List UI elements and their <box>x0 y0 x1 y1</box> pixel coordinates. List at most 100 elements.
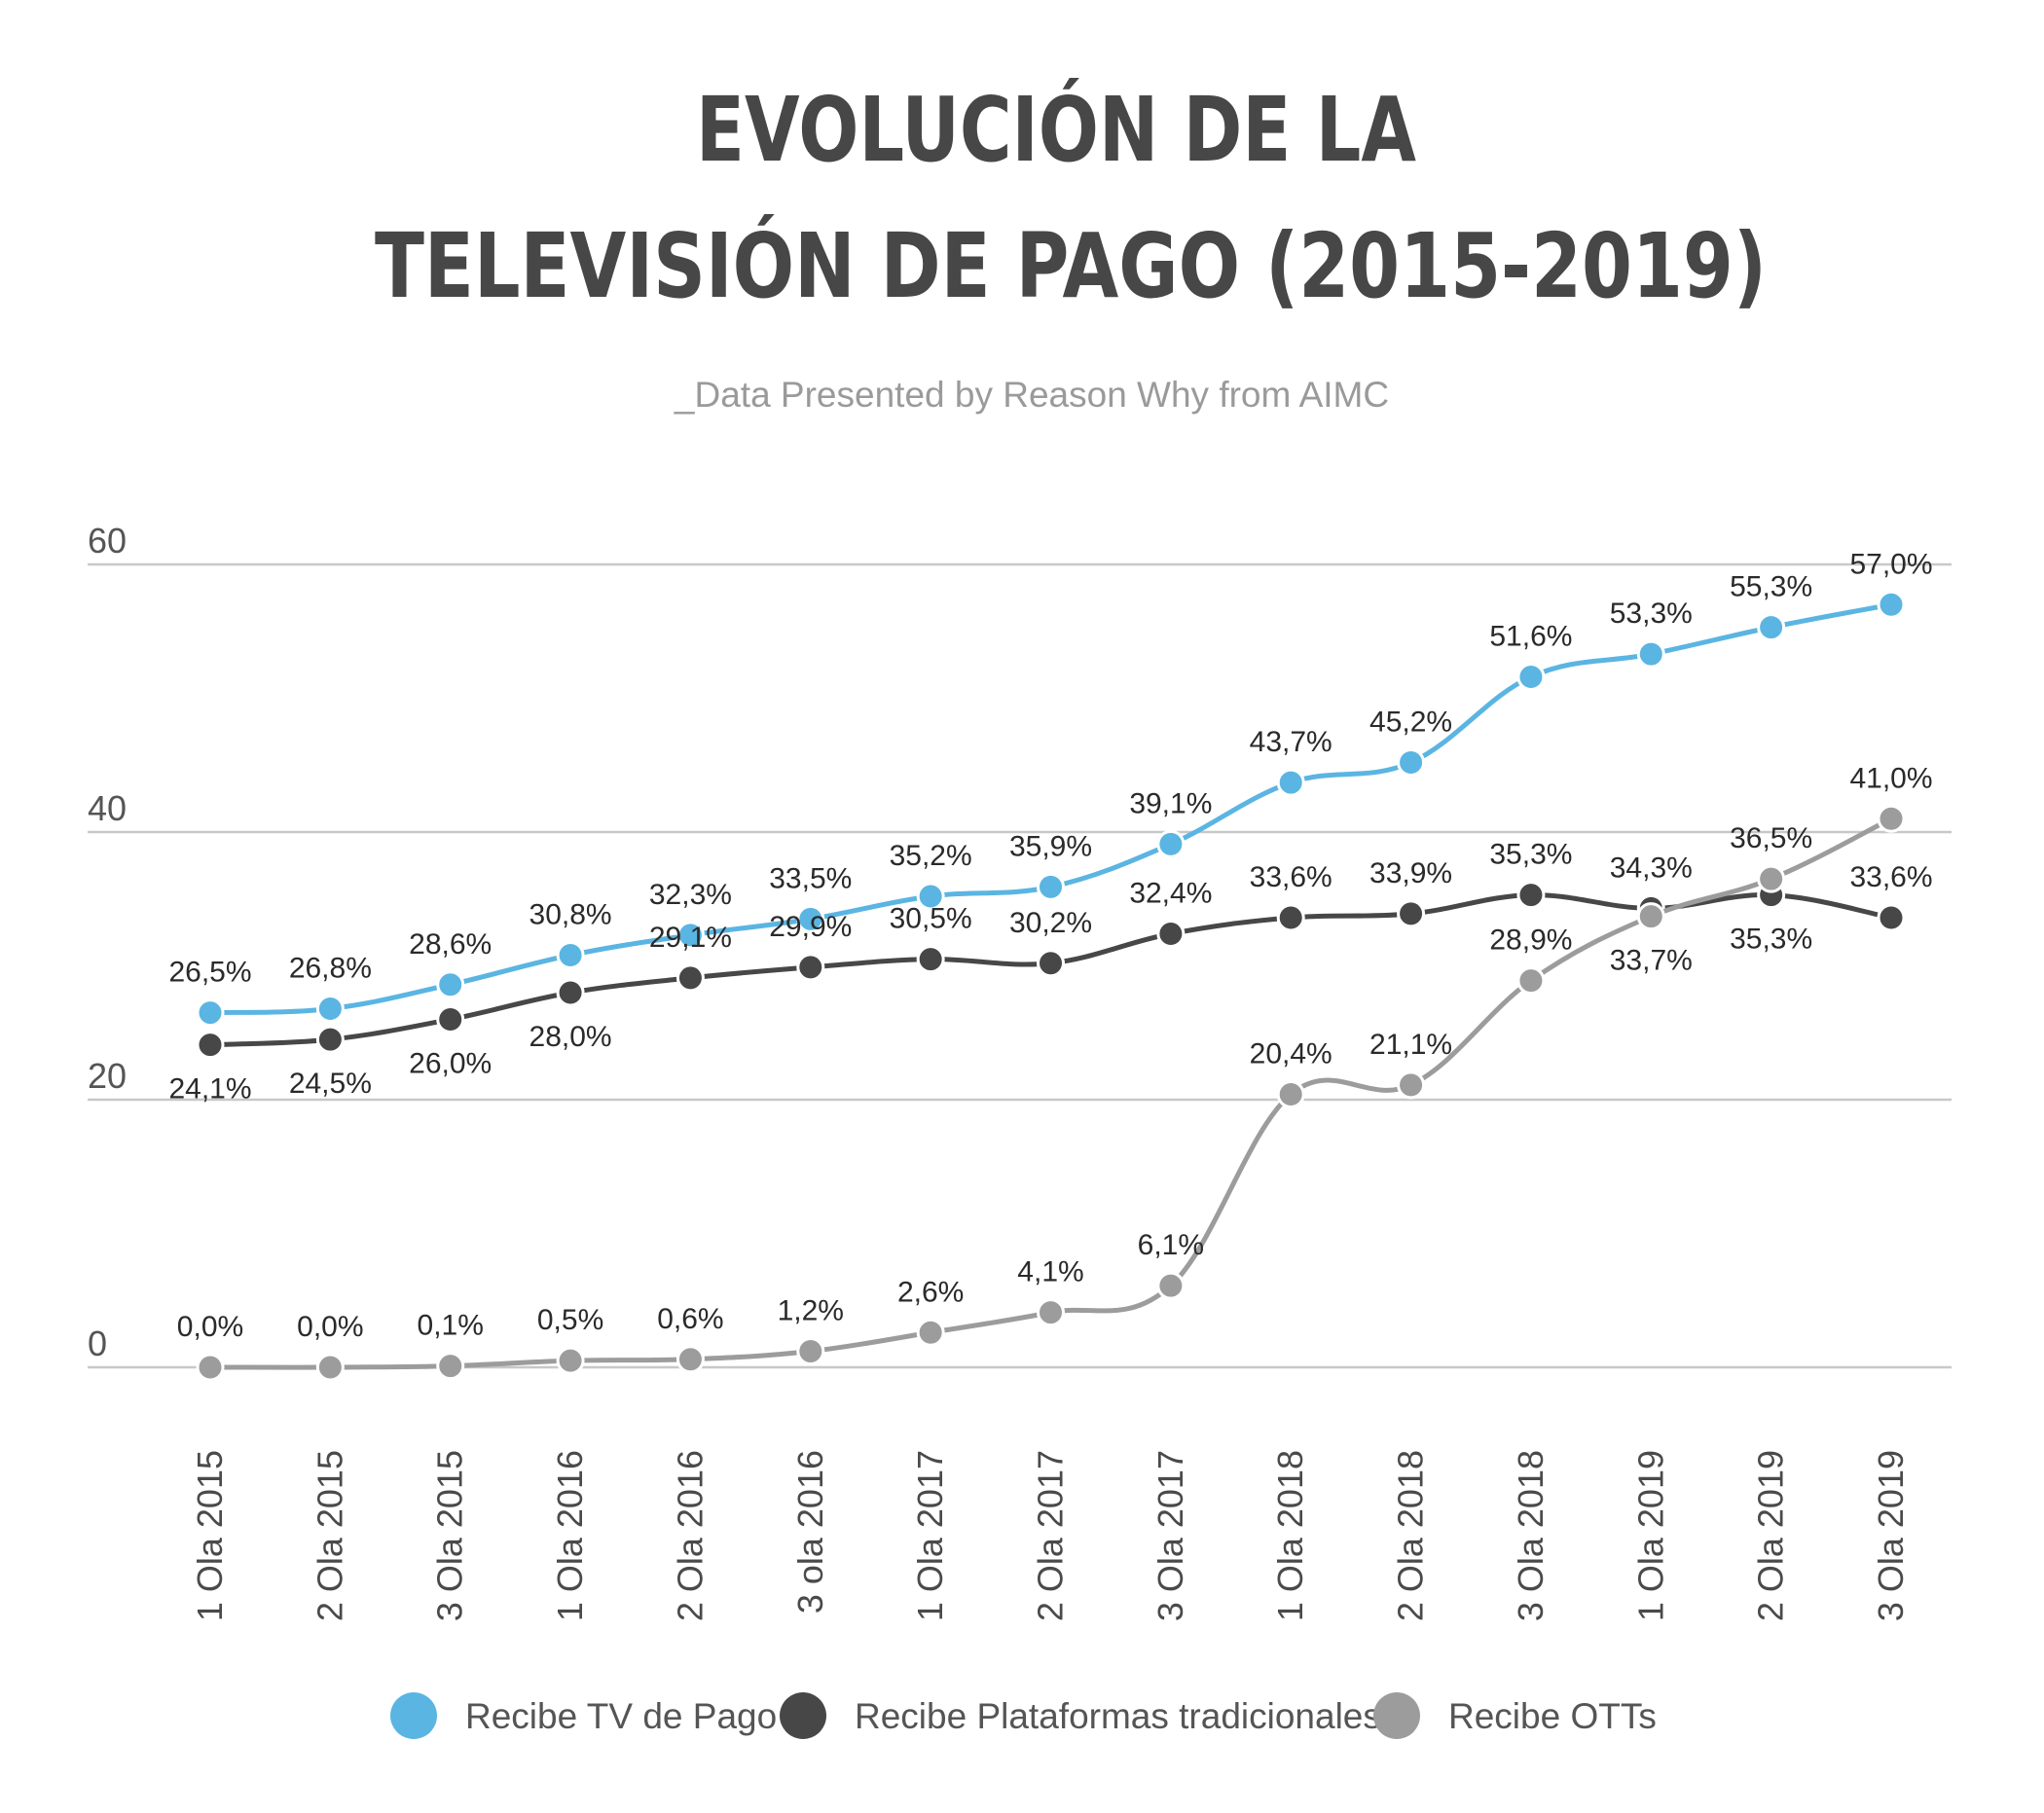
data-label-plataformas-tradicionales-5: 29,9% <box>769 911 852 943</box>
chart-title-line-2: TELEVISIÓN DE PAGO (2015-2019) <box>375 212 1767 318</box>
data-label-otts-1: 0,0% <box>297 1311 363 1343</box>
series-layer <box>196 590 1906 1382</box>
chart-title-line-1: EVOLUCIÓN DE LA <box>696 76 1416 182</box>
data-point-plataformas-tradicionales-0 <box>196 1031 225 1060</box>
data-point-tv-de-pago-4 <box>675 921 705 950</box>
y-tick-label-60: 60 <box>88 521 127 561</box>
legend-label-plataformas-tradicionales: Recibe Plataformas tradicionales <box>855 1696 1381 1736</box>
data-point-plataformas-tradicionales-10 <box>1397 899 1426 928</box>
data-label-tv-de-pago-14: 57,0% <box>1849 548 1932 580</box>
data-point-plataformas-tradicionales-2 <box>436 1005 465 1033</box>
x-tick-label-12: 1 Ola 2019 <box>1630 1450 1670 1621</box>
series-plataformas-tradicionales <box>196 881 1906 1060</box>
data-point-tv-de-pago-3 <box>556 941 585 969</box>
data-point-otts-13 <box>1757 864 1786 893</box>
data-point-tv-de-pago-1 <box>315 995 345 1023</box>
x-tick-label-1: 2 Ola 2015 <box>310 1450 349 1621</box>
data-label-tv-de-pago-4: 32,3% <box>649 879 732 911</box>
data-point-plataformas-tradicionales-1 <box>315 1025 345 1054</box>
x-tick-label-0: 1 Ola 2015 <box>190 1450 230 1621</box>
data-point-tv-de-pago-0 <box>196 998 225 1028</box>
x-tick-label-5: 3 ola 2016 <box>790 1450 830 1614</box>
data-label-plataformas-tradicionales-6: 30,5% <box>890 903 972 935</box>
data-label-otts-0: 0,0% <box>177 1311 243 1343</box>
data-point-plataformas-tradicionales-9 <box>1276 903 1305 932</box>
data-point-tv-de-pago-13 <box>1757 613 1786 642</box>
data-point-otts-8 <box>1156 1271 1186 1300</box>
x-tick-label-13: 2 Ola 2019 <box>1751 1450 1791 1621</box>
data-point-otts-1 <box>315 1353 345 1382</box>
data-label-otts-5: 1,2% <box>778 1295 844 1327</box>
data-label-plataformas-tradicionales-1: 24,5% <box>289 1068 372 1100</box>
chart-subtitle: _Data Presented by Reason Why from AIMC <box>674 375 1389 415</box>
data-label-otts-13: 36,5% <box>1730 822 1812 854</box>
data-point-tv-de-pago-5 <box>796 904 825 933</box>
legend-label-otts: Recibe OTTs <box>1448 1696 1657 1736</box>
data-point-tv-de-pago-11 <box>1516 663 1546 691</box>
data-label-plataformas-tradicionales-10: 33,9% <box>1369 857 1452 889</box>
data-point-plataformas-tradicionales-5 <box>796 953 825 982</box>
data-point-tv-de-pago-9 <box>1276 768 1305 797</box>
data-point-tv-de-pago-10 <box>1397 748 1426 777</box>
data-label-otts-9: 20,4% <box>1250 1038 1332 1070</box>
data-label-otts-7: 4,1% <box>1017 1256 1083 1288</box>
data-label-tv-de-pago-10: 45,2% <box>1369 707 1452 739</box>
data-point-plataformas-tradicionales-7 <box>1037 949 1065 978</box>
data-label-otts-2: 0,1% <box>418 1310 484 1342</box>
legend-marker-otts <box>1373 1692 1420 1739</box>
legend-label-tv-de-pago: Recibe TV de Pago <box>465 1696 777 1736</box>
data-label-otts-4: 0,6% <box>657 1303 723 1335</box>
data-point-tv-de-pago-7 <box>1037 872 1065 901</box>
data-point-otts-9 <box>1276 1080 1305 1108</box>
data-point-plataformas-tradicionales-8 <box>1156 920 1186 948</box>
data-point-otts-10 <box>1397 1070 1426 1100</box>
y-tick-label-40: 40 <box>88 788 127 828</box>
data-label-otts-11: 28,9% <box>1489 925 1572 957</box>
grid-layer: 0 20 40 60 <box>88 521 1952 1369</box>
data-label-plataformas-tradicionales-0: 24,1% <box>168 1073 251 1106</box>
y-tick-label-20: 20 <box>88 1056 127 1096</box>
data-label-tv-de-pago-11: 51,6% <box>1489 621 1572 653</box>
data-label-otts-12: 33,7% <box>1610 945 1693 977</box>
x-tick-label-4: 2 Ola 2016 <box>670 1450 710 1621</box>
data-point-plataformas-tradicionales-3 <box>556 978 585 1007</box>
x-tick-label-11: 3 Ola 2018 <box>1511 1450 1551 1621</box>
data-point-plataformas-tradicionales-6 <box>916 945 945 974</box>
legend-marker-tv-de-pago <box>390 1692 437 1739</box>
data-label-otts-10: 21,1% <box>1369 1029 1452 1061</box>
x-tick-label-3: 1 Ola 2016 <box>550 1450 590 1621</box>
data-point-tv-de-pago-12 <box>1636 639 1665 669</box>
data-point-otts-0 <box>196 1353 225 1382</box>
data-label-tv-de-pago-1: 26,8% <box>289 953 372 985</box>
x-tick-label-9: 1 Ola 2018 <box>1270 1450 1310 1621</box>
data-label-tv-de-pago-7: 35,9% <box>1009 830 1092 862</box>
data-point-plataformas-tradicionales-4 <box>675 963 705 993</box>
series-otts <box>196 804 1906 1382</box>
data-label-tv-de-pago-8: 39,1% <box>1129 787 1212 819</box>
data-label-plataformas-tradicionales-8: 32,4% <box>1129 878 1212 910</box>
data-label-plataformas-tradicionales-7: 30,2% <box>1009 907 1092 939</box>
series-tv-de-pago <box>196 590 1906 1028</box>
legend: Recibe TV de Pago Recibe Plataformas trad… <box>390 1692 1657 1739</box>
data-label-tv-de-pago-12: 53,3% <box>1610 598 1693 630</box>
legend-marker-plataformas-tradicionales <box>780 1692 826 1739</box>
data-point-plataformas-tradicionales-11 <box>1516 881 1546 910</box>
data-label-tv-de-pago-5: 33,5% <box>769 862 852 894</box>
data-label-plataformas-tradicionales-3: 28,0% <box>529 1021 612 1053</box>
series-line-otts <box>207 816 1894 1370</box>
data-point-otts-5 <box>796 1337 825 1365</box>
data-label-plataformas-tradicionales-2: 26,0% <box>409 1048 492 1080</box>
data-point-otts-4 <box>675 1345 705 1374</box>
data-label-tv-de-pago-0: 26,5% <box>168 957 251 989</box>
x-axis-tick-labels: 1 Ola 2015 2 Ola 2015 3 Ola 2015 1 Ola 2016… <box>190 1450 1911 1621</box>
data-point-plataformas-tradicionales-14 <box>1877 903 1906 932</box>
x-tick-label-7: 2 Ola 2017 <box>1031 1450 1071 1621</box>
data-point-tv-de-pago-8 <box>1156 829 1186 858</box>
data-point-otts-12 <box>1636 902 1665 931</box>
data-label-tv-de-pago-13: 55,3% <box>1730 571 1812 603</box>
data-label-otts-6: 2,6% <box>897 1276 964 1308</box>
data-point-tv-de-pago-6 <box>916 882 945 911</box>
data-point-otts-7 <box>1037 1298 1065 1327</box>
